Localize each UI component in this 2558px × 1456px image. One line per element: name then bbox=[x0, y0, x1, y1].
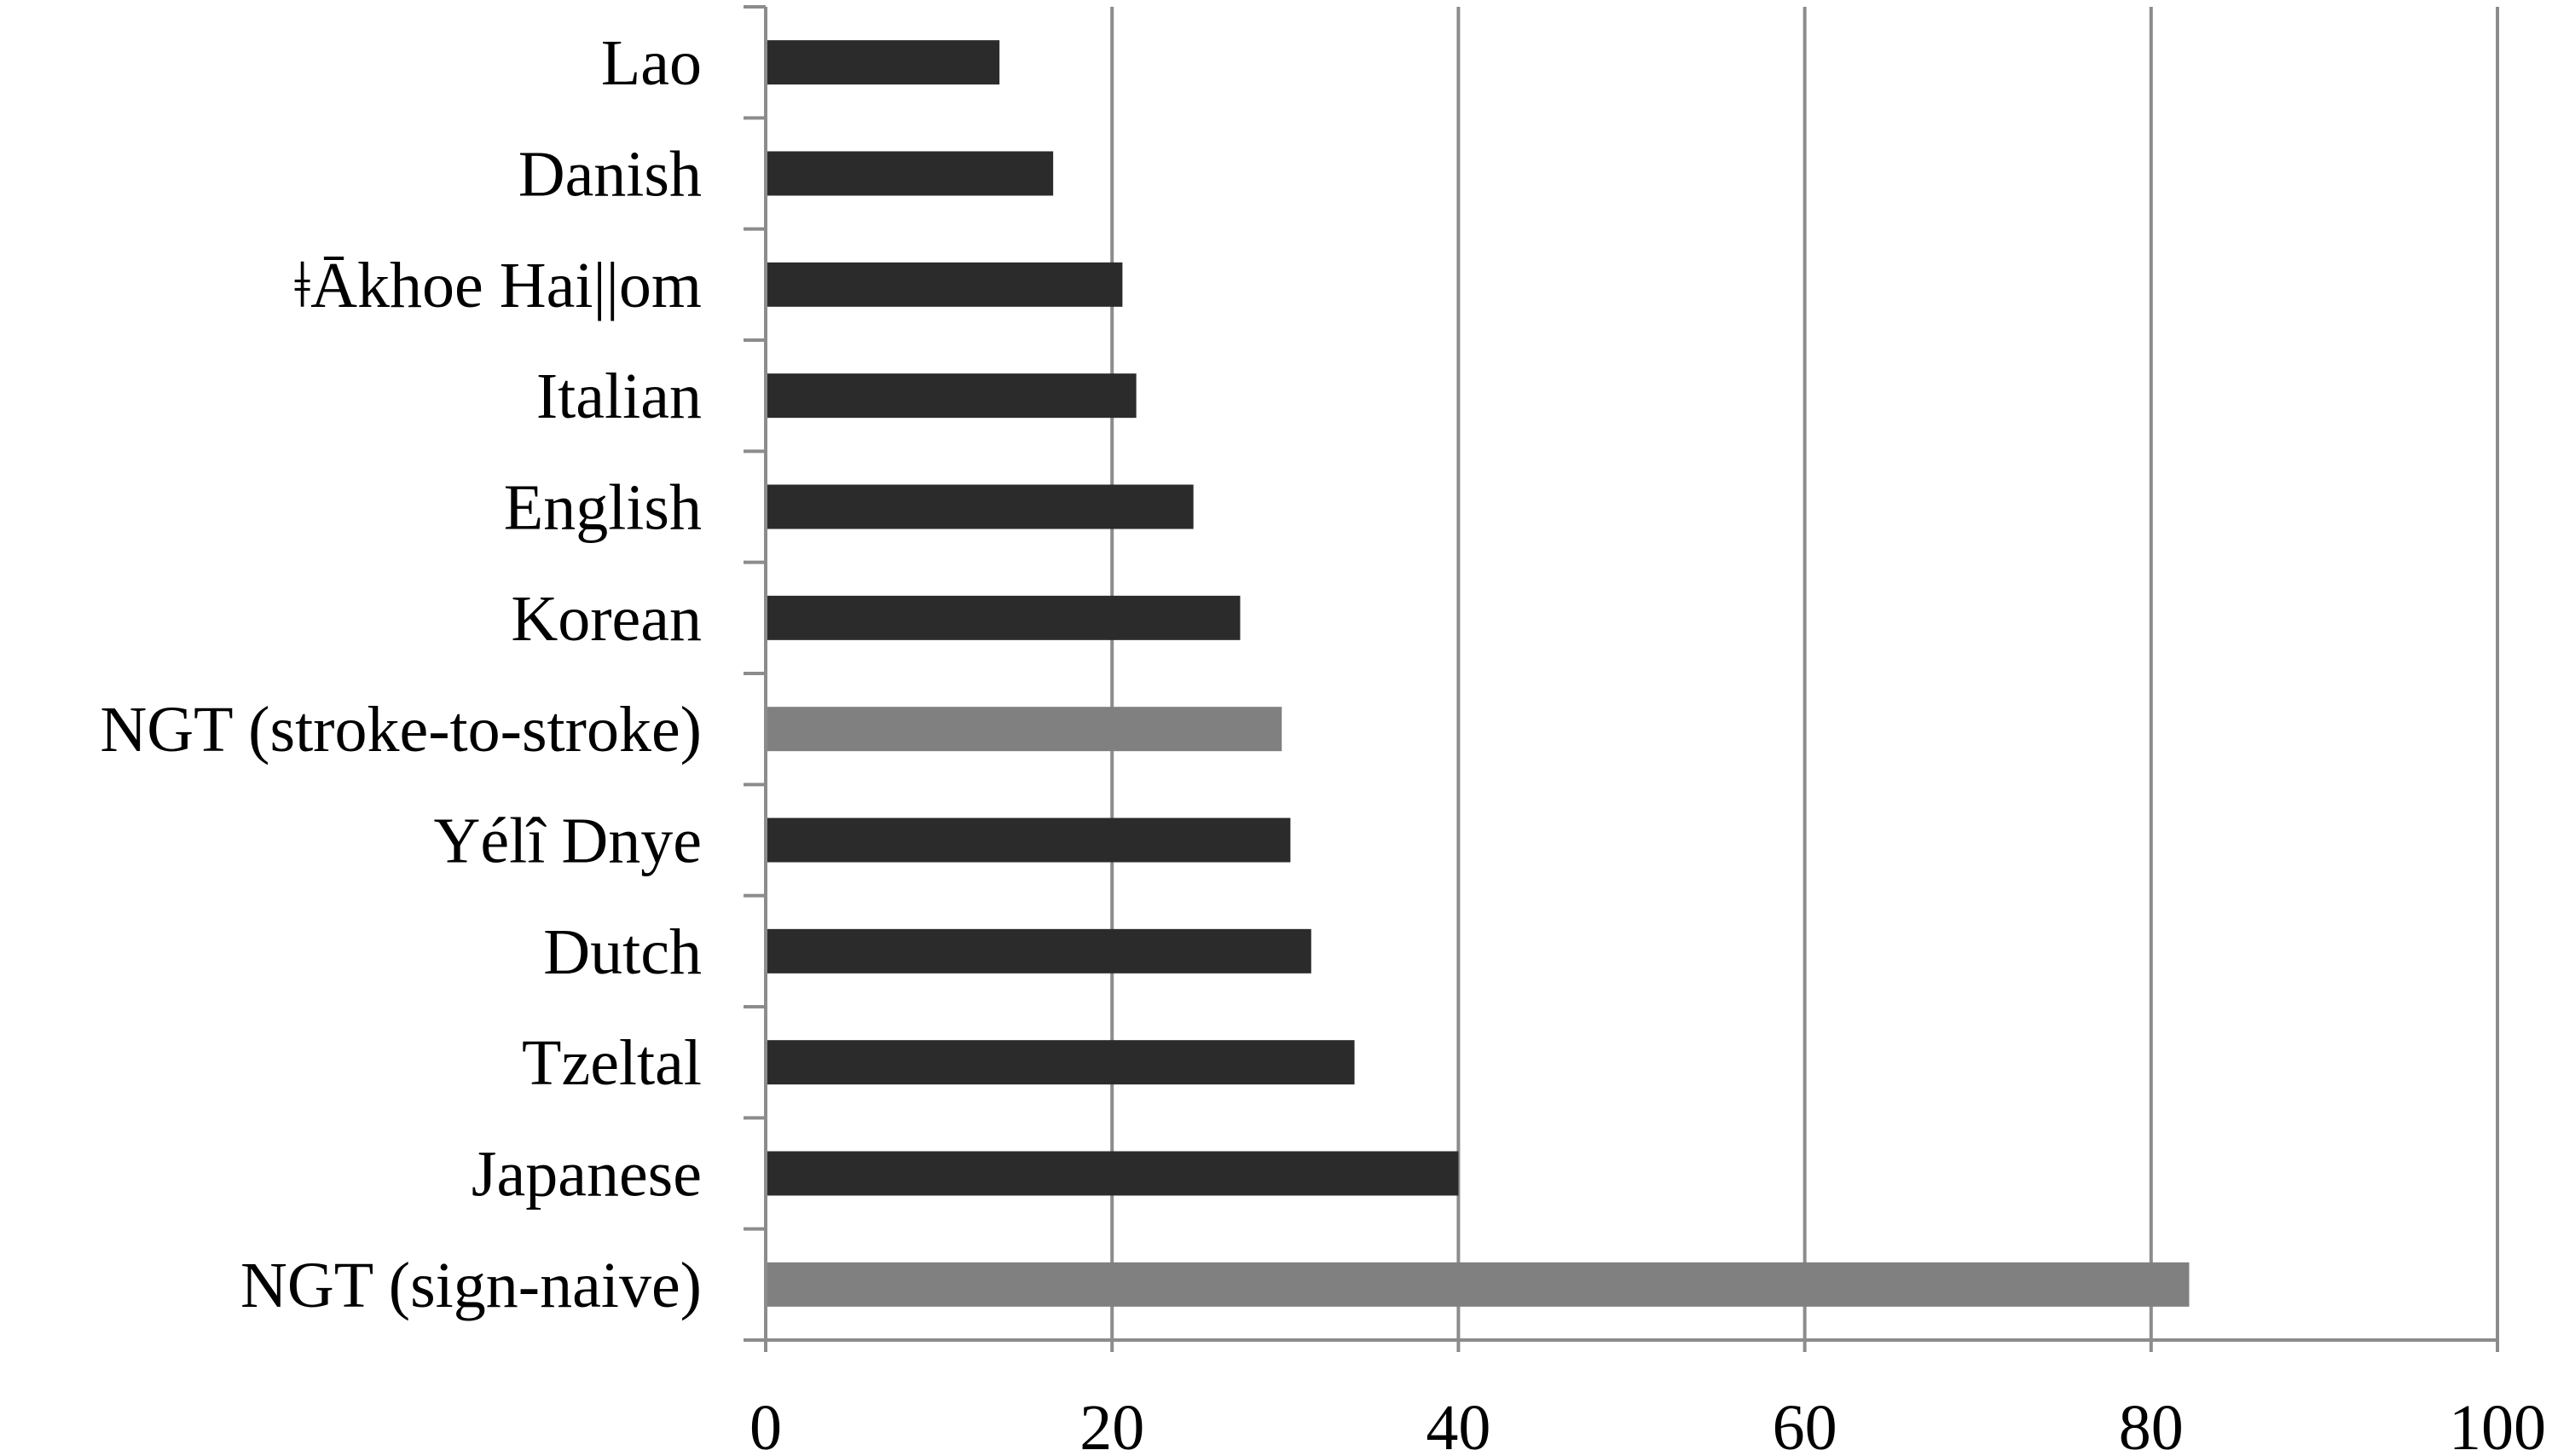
x-tick-label: 20 bbox=[1079, 1392, 1144, 1456]
bar-7 bbox=[767, 818, 1291, 863]
bar-8 bbox=[767, 928, 1311, 974]
bar-1 bbox=[767, 151, 1054, 196]
category-label: NGT (sign-naive) bbox=[240, 1250, 702, 1321]
bar-10 bbox=[767, 1151, 1459, 1196]
bar-11 bbox=[767, 1262, 2190, 1307]
bar-6 bbox=[767, 707, 1282, 752]
x-tick-label: 40 bbox=[1426, 1392, 1490, 1456]
bar-2 bbox=[767, 262, 1123, 307]
bar-4 bbox=[767, 484, 1194, 529]
bar-layer bbox=[767, 40, 2190, 1307]
category-label: Italian bbox=[536, 361, 702, 432]
axis-layer bbox=[744, 5, 2499, 1352]
category-label: ǂĀkhoe Hai||om bbox=[294, 250, 702, 321]
grid-layer bbox=[1110, 7, 2499, 1340]
x-tick-label: 80 bbox=[2119, 1392, 2184, 1456]
category-label: Danish bbox=[518, 139, 702, 211]
category-label: Yélî Dnye bbox=[434, 806, 702, 877]
category-label: English bbox=[504, 472, 702, 544]
x-tick-label: 100 bbox=[2449, 1392, 2546, 1456]
x-tick-label: 60 bbox=[1773, 1392, 1837, 1456]
x-tick-label: 0 bbox=[749, 1392, 782, 1456]
category-label: Korean bbox=[511, 583, 702, 655]
bar-0 bbox=[767, 40, 1000, 85]
category-label: Japanese bbox=[472, 1139, 702, 1210]
bar-3 bbox=[767, 373, 1137, 419]
category-label: NGT (stroke-to-stroke) bbox=[100, 694, 702, 766]
category-label: Lao bbox=[601, 27, 702, 99]
category-label: Dutch bbox=[543, 916, 702, 988]
label-layer: 0 20 40 60 80 100 Lao Danish ǂĀkhoe Hai||om Itali… bbox=[100, 27, 2546, 1456]
bar-9 bbox=[767, 1040, 1355, 1085]
category-label: Tzeltal bbox=[522, 1027, 702, 1099]
bar-5 bbox=[767, 595, 1241, 640]
